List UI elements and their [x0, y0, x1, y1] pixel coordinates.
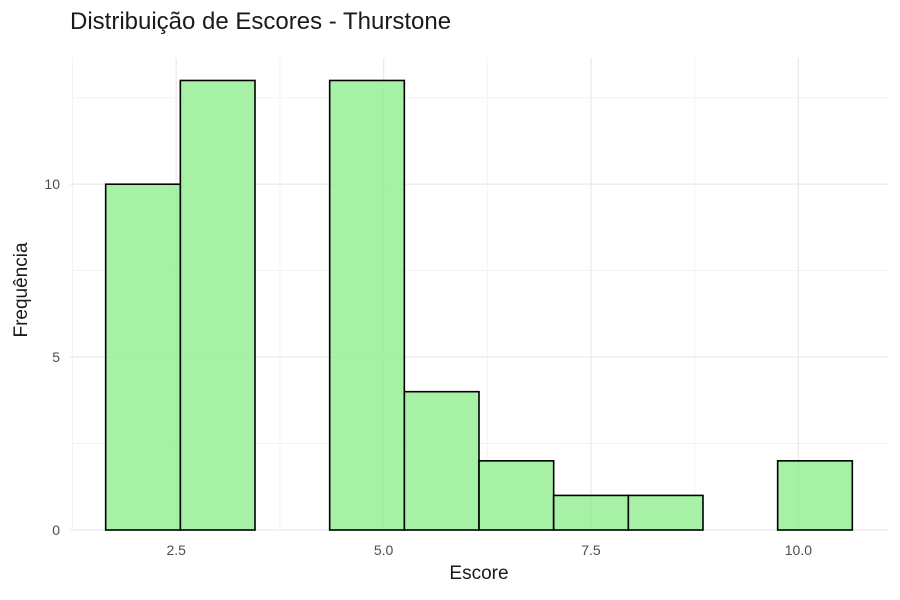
- ticks-layer: 2.5 5.0 7.5 10.0 0 5 10: [44, 176, 812, 558]
- histogram-bar: [776, 460, 854, 531]
- bars-layer: [104, 79, 854, 531]
- chart-title: Distribuição de Escores - Thurstone: [70, 8, 452, 35]
- y-tick-label: 0: [52, 522, 60, 538]
- histogram-bar: [552, 494, 630, 531]
- histogram-bar: [104, 183, 182, 531]
- x-axis-label: Escore: [449, 563, 509, 584]
- histogram-bar: [328, 79, 406, 531]
- y-tick-label: 5: [52, 349, 60, 365]
- x-tick-label: 10.0: [785, 542, 812, 558]
- histogram-bar: [179, 79, 256, 531]
- histogram-bar: [627, 494, 704, 531]
- histogram-bar: [478, 460, 555, 531]
- x-tick-label: 2.5: [166, 542, 186, 558]
- y-tick-label: 10: [44, 176, 60, 192]
- x-tick-label: 5.0: [374, 542, 394, 558]
- histogram-bar: [403, 390, 480, 531]
- x-tick-label: 7.5: [581, 542, 601, 558]
